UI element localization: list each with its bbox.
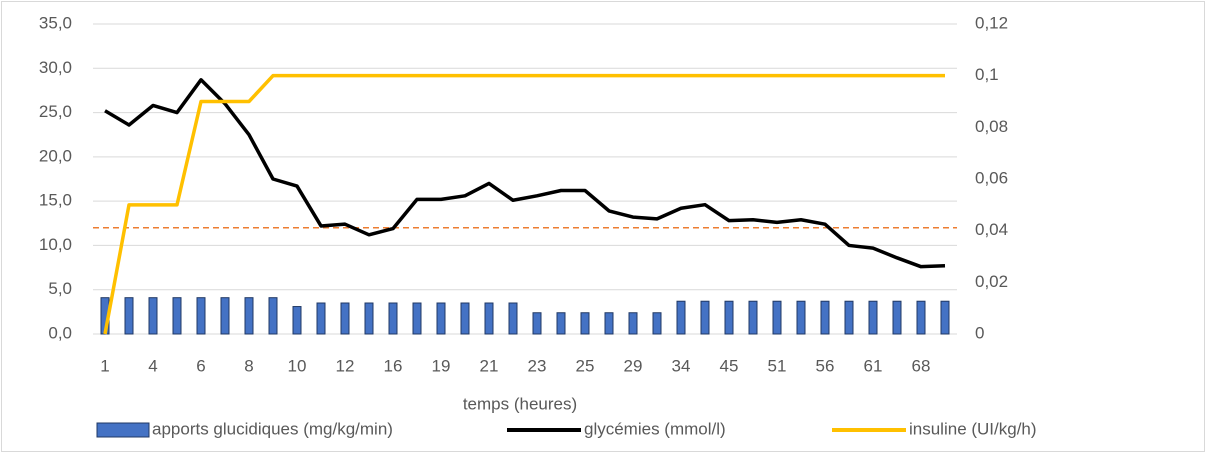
x-tick-label: 23 (528, 356, 547, 375)
bar (172, 297, 182, 335)
bar (388, 302, 398, 335)
x-tick-label: 4 (148, 356, 157, 375)
legend-label: apports glucidiques (mg/kg/min) (152, 419, 393, 438)
x-tick-label: 45 (720, 356, 739, 375)
legend-label: insuline (UI/kg/h) (909, 419, 1037, 438)
x-tick-label: 56 (816, 356, 835, 375)
bar (652, 312, 662, 335)
bar (748, 300, 758, 335)
x-tick-label: 25 (576, 356, 595, 375)
y2-tick-label: 0,12 (975, 13, 1008, 32)
legend-swatch (96, 422, 150, 438)
bar (940, 300, 950, 335)
y2-tick-label: 0,04 (975, 220, 1008, 239)
x-tick-label: 16 (384, 356, 403, 375)
bar (916, 300, 926, 335)
bar (364, 302, 374, 335)
bar (268, 297, 278, 335)
bar (844, 300, 854, 335)
x-tick-label: 19 (432, 356, 451, 375)
y2-tick-label: 0,06 (975, 168, 1008, 187)
bar (892, 300, 902, 335)
y2-tick-label: 0 (975, 323, 984, 342)
bar (340, 302, 350, 335)
y-tick-label: 25,0 (39, 102, 72, 121)
x-tick-label: 68 (912, 356, 931, 375)
bar (292, 306, 302, 335)
bar (484, 302, 494, 335)
bar (148, 297, 158, 335)
bar (508, 302, 518, 335)
bar (724, 300, 734, 335)
bar (316, 302, 326, 335)
y-tick-label: 0,0 (48, 323, 72, 342)
x-tick-label: 12 (336, 356, 355, 375)
bar (580, 312, 590, 335)
bar (700, 300, 710, 335)
y-tick-label: 20,0 (39, 146, 72, 165)
y-tick-label: 30,0 (39, 58, 72, 77)
legend-label: glycémies (mmol/l) (584, 419, 726, 438)
bar (772, 300, 782, 335)
x-tick-label: 29 (624, 356, 643, 375)
x-tick-label: 8 (244, 356, 253, 375)
bar (436, 302, 446, 335)
x-tick-label: 21 (480, 356, 499, 375)
x-tick-label: 51 (768, 356, 787, 375)
x-tick-label: 34 (672, 356, 691, 375)
y2-tick-label: 0,08 (975, 117, 1008, 136)
bar (820, 300, 830, 335)
line-series (103, 73, 945, 335)
bar (556, 312, 566, 335)
bar (460, 302, 470, 335)
line-series (104, 78, 946, 269)
bar (796, 300, 806, 335)
bar (676, 300, 686, 335)
x-tick-label: 10 (288, 356, 307, 375)
bar (868, 300, 878, 335)
y-tick-label: 35,0 (39, 13, 72, 32)
bar (604, 312, 614, 335)
x-tick-label: 6 (196, 356, 205, 375)
x-tick-label: 1 (100, 356, 109, 375)
y-tick-label: 10,0 (39, 235, 72, 254)
x-tick-label: 61 (864, 356, 883, 375)
bar (196, 297, 206, 335)
y-tick-label: 5,0 (48, 279, 72, 298)
bar (628, 312, 638, 335)
bar (532, 312, 542, 335)
y-tick-label: 15,0 (39, 191, 72, 210)
y2-tick-label: 0,02 (975, 272, 1008, 291)
y2-tick-label: 0,1 (975, 65, 999, 84)
bar (244, 297, 254, 335)
bar (220, 297, 230, 335)
bar (412, 302, 422, 335)
x-axis-title: temps (heures) (463, 394, 577, 413)
bar (124, 297, 134, 335)
